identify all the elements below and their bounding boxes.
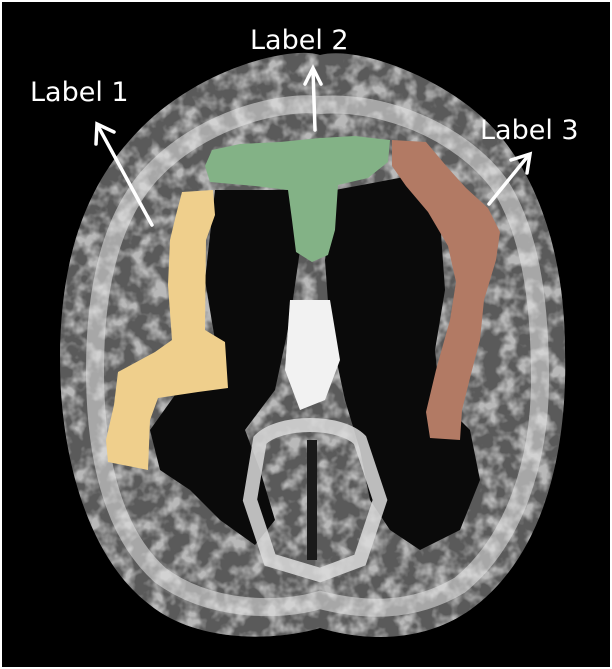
splenium	[242, 418, 388, 583]
arrow-label-1	[94, 121, 154, 227]
label-1: Label 1	[30, 77, 129, 108]
arrow-label-2	[303, 64, 323, 132]
label-2: Label 2	[250, 25, 349, 56]
region-1-yellow	[106, 190, 228, 470]
region-2-green	[205, 136, 390, 262]
label-3: Label 3	[480, 115, 579, 146]
white-matter-rim	[85, 95, 550, 617]
arrow-label-3	[487, 151, 533, 206]
region-3-brown	[392, 140, 500, 440]
septum	[285, 300, 340, 410]
